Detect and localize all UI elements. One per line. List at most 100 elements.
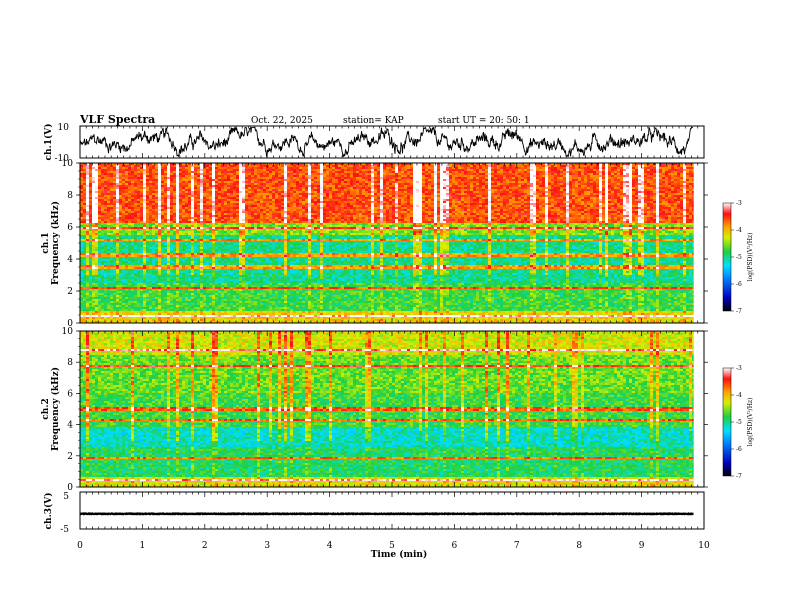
spectrogram-cell	[494, 167, 497, 169]
spectrogram-cell	[578, 173, 581, 175]
spectrogram-cell	[542, 167, 545, 169]
spectrogram-cell	[104, 173, 107, 175]
spectrogram-cell	[179, 175, 182, 177]
spectrogram-cell	[353, 175, 356, 177]
spectrogram-cell	[584, 169, 587, 171]
spectrogram-cell	[587, 167, 590, 169]
spectrogram-cell	[179, 173, 182, 175]
spectrogram-cell	[230, 171, 233, 173]
spectrogram-cell	[653, 173, 656, 175]
spectrogram-cell	[602, 169, 605, 171]
spectrogram-cell	[431, 173, 434, 175]
spectrogram-cell	[155, 175, 158, 177]
spectrogram-cell	[125, 173, 128, 175]
spectrogram-cell	[278, 169, 281, 171]
spectrogram-cell	[605, 173, 608, 175]
spectrogram-cell	[278, 173, 281, 175]
spectrogram-cell	[86, 175, 89, 177]
spectrogram-cell	[191, 169, 194, 171]
spectrogram-cell	[575, 169, 578, 171]
spectrogram-cell	[560, 167, 563, 169]
spectrogram-cell	[194, 165, 197, 167]
spectrogram-cell	[662, 167, 665, 169]
spectrogram-cell	[647, 169, 650, 171]
spectrogram-cell	[227, 169, 230, 171]
spectrogram-cell	[581, 169, 584, 171]
spectrogram-cell	[356, 167, 359, 169]
spectrogram-cell	[311, 167, 314, 169]
spectrogram-cell	[236, 165, 239, 167]
spectrogram-cell	[107, 171, 110, 173]
spectrogram-cell	[596, 173, 599, 175]
spectrogram-cell	[278, 167, 281, 169]
spectrogram-cell	[410, 167, 413, 169]
spectrogram-cell	[533, 169, 536, 171]
spectrogram-cell	[455, 167, 458, 169]
spectrogram-cell	[689, 169, 692, 171]
spectrogram-cell	[110, 173, 113, 175]
spectrogram-cell	[599, 171, 602, 173]
spectrogram-cell	[296, 171, 299, 173]
spectrogram-cell	[176, 175, 179, 177]
spectrogram-cell	[89, 175, 92, 177]
spectrogram-cell	[206, 171, 209, 173]
spectrogram-cell	[176, 171, 179, 173]
spectrogram-cell	[287, 167, 290, 169]
spectrogram-cell	[182, 171, 185, 173]
spectrogram-cell	[119, 171, 122, 173]
spectrogram-cell	[635, 171, 638, 173]
spectrogram-cell	[680, 167, 683, 169]
spectrogram-cell	[149, 173, 152, 175]
spectrogram-cell	[335, 173, 338, 175]
spectrogram-cell	[110, 171, 113, 173]
spectrogram-cell	[236, 171, 239, 173]
spectrogram-cell	[257, 175, 260, 177]
spectrogram-cell	[227, 175, 230, 177]
spectrogram-cell	[143, 173, 146, 175]
spectrogram-cell	[131, 173, 134, 175]
spectrogram-cell	[605, 169, 608, 171]
spectrogram-cell	[140, 171, 143, 173]
spectrogram-cell	[224, 175, 227, 177]
spectrogram-cell	[488, 169, 491, 171]
spectrogram-cell	[227, 171, 230, 173]
spectrogram-cell	[542, 165, 545, 167]
spectrogram-cell	[224, 165, 227, 167]
spectrogram-cell	[392, 165, 395, 167]
spectrogram-cell	[89, 167, 92, 169]
spectrogram-cell	[317, 175, 320, 177]
spectrogram-cell	[161, 173, 164, 175]
spectrogram-cell	[158, 171, 161, 173]
spectrogram-cell	[611, 171, 614, 173]
spectrogram-cell	[623, 165, 626, 167]
spectrogram-cell	[386, 171, 389, 173]
spectrogram-cell	[98, 173, 101, 175]
spectrogram-cell	[506, 167, 509, 169]
spectrogram-cell	[83, 171, 86, 173]
spectrogram-cell	[344, 175, 347, 177]
spectrogram-cell	[467, 171, 470, 173]
spectrogram-cell	[170, 165, 173, 167]
spectrogram-cell	[188, 169, 191, 171]
spectrogram-cell	[140, 165, 143, 167]
spectrogram-cell	[317, 173, 320, 175]
spectrogram-cell	[128, 175, 131, 177]
spectrogram-cell	[683, 171, 686, 173]
spectrogram-cell	[365, 167, 368, 169]
spectrogram-cell	[287, 173, 290, 175]
spectrogram-cell	[125, 167, 128, 169]
spectrogram-cell	[209, 171, 212, 173]
spectrogram-cell	[308, 173, 311, 175]
spectrogram-cell	[263, 173, 266, 175]
spectrogram-cell	[266, 165, 269, 167]
spectrogram-cell	[254, 169, 257, 171]
spectrogram-cell	[377, 171, 380, 173]
spectrogram-cell	[446, 171, 449, 173]
spectrogram-cell	[269, 173, 272, 175]
spectrogram-cell	[401, 165, 404, 167]
spectrogram-cell	[161, 171, 164, 173]
spectrogram-cell	[389, 169, 392, 171]
spectrogram-cell	[377, 167, 380, 169]
spectrogram-cell	[170, 175, 173, 177]
spectrogram-cell	[173, 175, 176, 177]
